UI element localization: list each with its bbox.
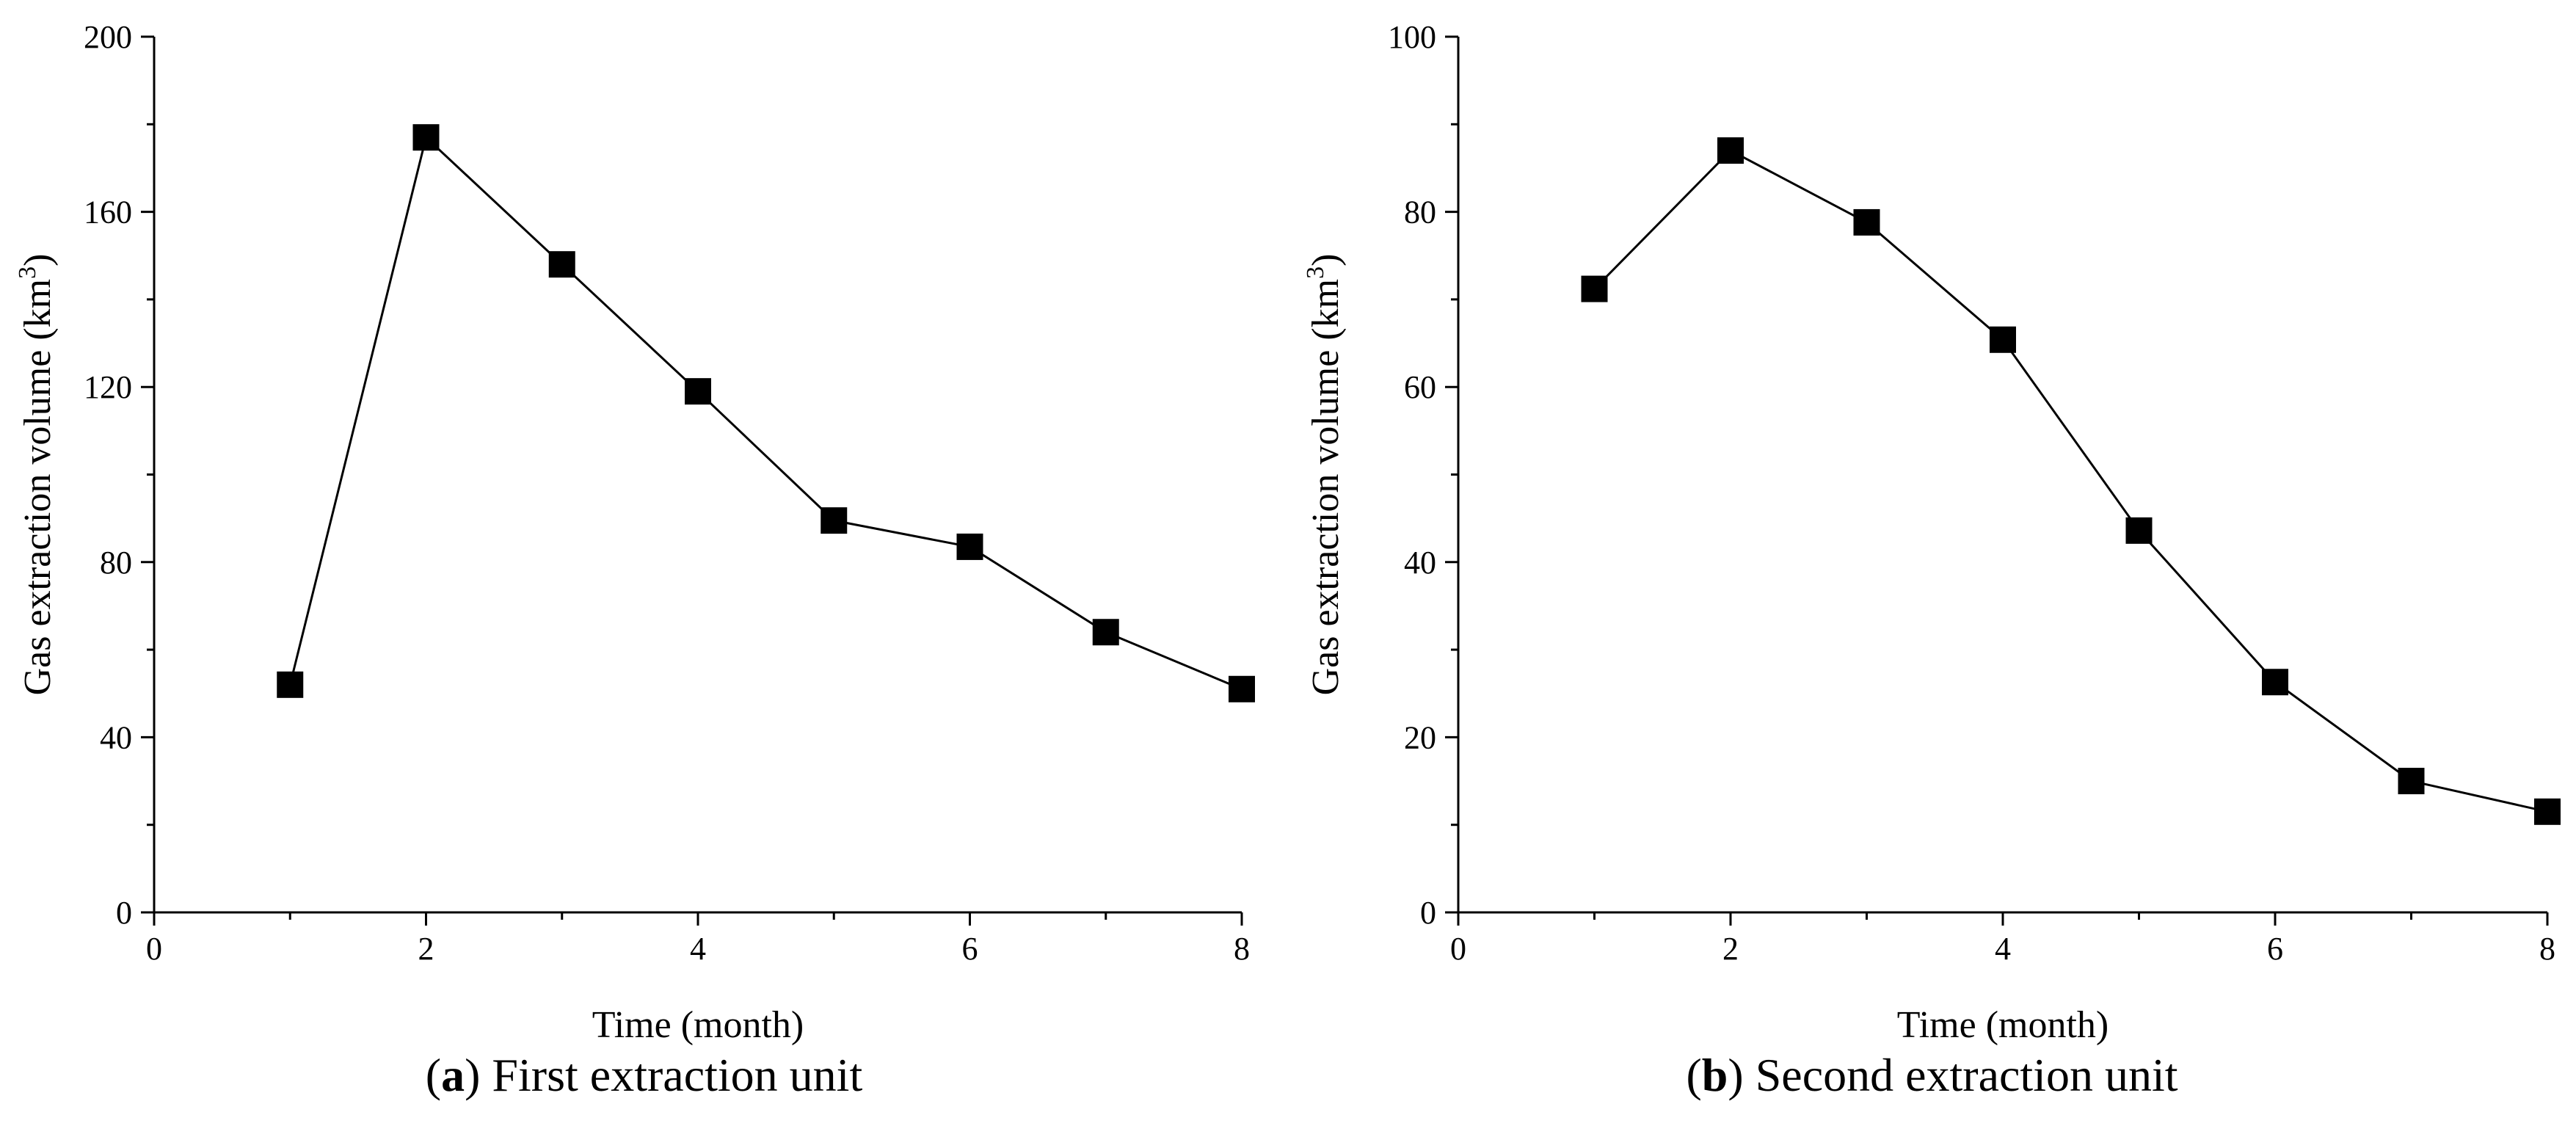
chart-b-x-tick-label: 2 [1722,931,1739,967]
chart-b-data-point [1990,326,2016,353]
chart-b-x-tick-label: 6 [2267,931,2283,967]
chart-b-y-axis-label-sup: 3 [1302,266,1329,279]
chart-a-y-axis-label-base: Gas extraction volume (km [17,279,59,696]
chart-a-data-point [1229,675,1255,702]
chart-a-data-point [277,671,304,698]
chart-a-x-tick-label: 0 [146,931,162,967]
chart-b-caption-title: Second extraction unit [1755,1049,2178,1101]
chart-a-y-tick-label: 40 [100,719,132,755]
chart-a-y-tick-label: 120 [84,369,132,405]
chart-b-x-tick-label: 8 [2539,931,2555,967]
chart-b-caption-letter: b [1701,1049,1728,1101]
chart-b-y-tick-label: 20 [1404,719,1436,755]
chart-b-data-point [2534,798,2561,825]
chart-b-data-point [2125,517,2153,544]
chart-b-data-point [1717,137,1744,164]
chart-a-y-axis-label-sup: 3 [14,266,41,279]
chart-a-data-point [821,507,848,534]
chart-a-caption: (a) First extraction unit [425,1049,863,1101]
chart-b-y-tick-label: 40 [1404,545,1436,581]
chart-a-data-point [1092,619,1119,646]
chart-a-data-point [956,533,983,560]
chart-a-caption-title: First extraction unit [492,1049,863,1101]
chart-a-y-tick-label: 200 [84,19,132,55]
chart-a-data-point [412,124,440,151]
chart-b-y-tick-label: 60 [1404,369,1436,405]
chart-b-y-axis-label: Gas extraction volume (km3) [1302,254,1347,696]
chart-a-x-tick-label: 2 [418,931,434,967]
chart-a-y-tick-label: 0 [116,895,132,931]
chart-a-y-axis-label: Gas extraction volume (km3) [14,254,59,696]
chart-b-data-point [1581,275,1608,302]
chart-b-y-tick-label: 100 [1388,19,1436,55]
chart-a-y-tick-label: 80 [100,545,132,581]
chart-b-x-axis-label: Time (month) [1897,1004,2109,1046]
chart-a-x-tick-label: 8 [1234,931,1250,967]
chart-b-y-tick-label: 0 [1420,895,1436,931]
chart-a-x-tick-label: 4 [690,931,706,967]
chart-b-data-point [1853,208,1880,236]
chart-panel-b: 0 2 4 6 8 0 20 40 60 80 100 Time (month) Gas extract… [1288,0,2576,1148]
chart-b-x-tick-label: 0 [1450,931,1466,967]
chart-a-y-tick-label: 160 [84,195,132,230]
chart-b-data-point [2398,768,2425,795]
chart-b-x-tick-label: 4 [1995,931,2011,967]
chart-b-data-point [2262,669,2288,696]
chart-b-y-axis-label-base: Gas extraction volume (km [1305,279,1347,696]
chart-panel-a: 0 2 4 6 8 0 40 80 120 160 200 Time (month) Gas extra… [14,19,1255,1101]
chart-a-x-tick-label: 6 [962,931,978,967]
chart-a-data-point [685,378,711,405]
chart-a-caption-letter: a [441,1049,465,1101]
chart-b-y-tick-label: 80 [1404,195,1436,230]
chart-a-y-axis-label-close: ) [17,254,59,266]
chart-b-caption: (b) Second extraction unit [1686,1049,2178,1101]
chart-a-series-line [288,135,1242,691]
chart-a-x-axis-label: Time (month) [592,1004,804,1046]
chart-b-y-axis-label-close: ) [1305,254,1347,266]
chart-a-data-point [548,251,575,278]
chart-b-series-line [1593,149,2548,813]
